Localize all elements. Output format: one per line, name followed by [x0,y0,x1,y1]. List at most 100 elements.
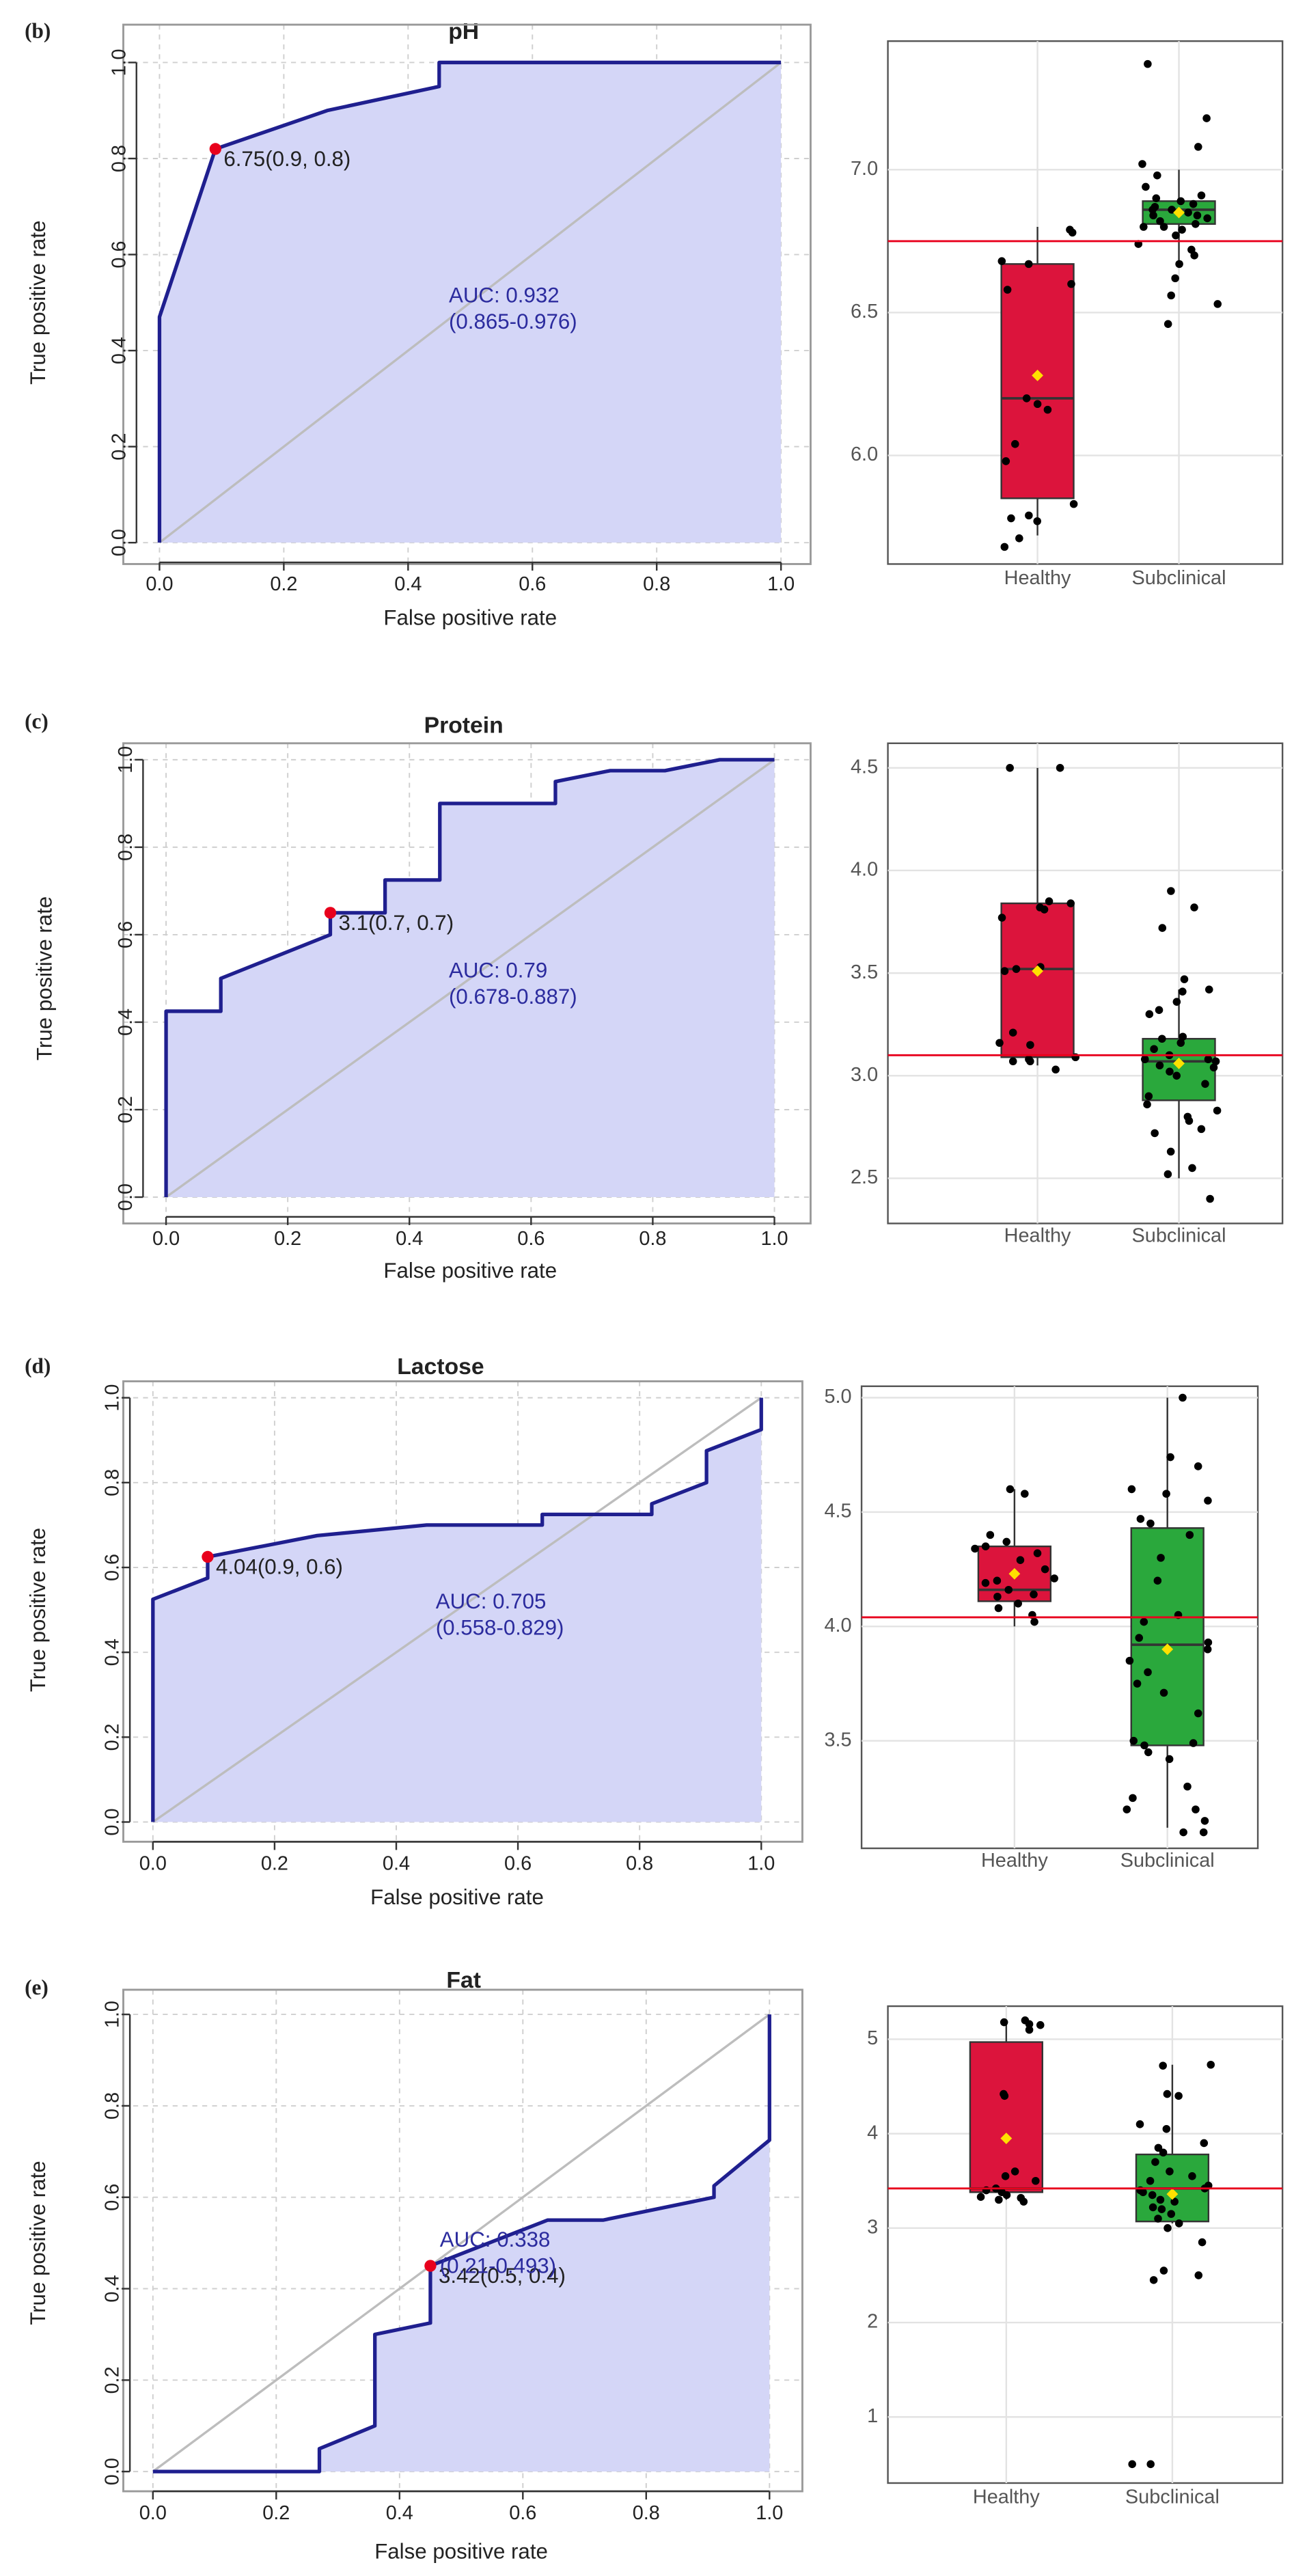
subclinical-data-point [1145,1010,1154,1018]
subclinical-data-point [1190,903,1198,912]
subclinical-data-point [1158,1034,1166,1043]
y-tick-label: 1.0 [108,49,130,76]
healthy-data-point [971,1544,979,1553]
healthy-data-point [1000,543,1009,551]
subclinical-data-point [1188,1164,1196,1173]
y-tick-label: 6.0 [851,443,878,465]
y-tick-label: 2 [867,2311,878,2333]
subclinical-data-point [1176,197,1185,206]
auc-ci-label: (0.865-0.976) [449,310,577,333]
subclinical-data-point [1185,1531,1194,1539]
cutoff-point [424,2260,437,2272]
subclinical-data-point [1156,2195,1165,2204]
cutoff-point [324,907,337,919]
subclinical-data-point [1157,1554,1165,1562]
x-tick-label: 0.2 [270,573,297,595]
subclinical-data-point [1159,1688,1168,1697]
healthy-data-point [1003,286,1012,294]
healthy-data-point [994,1604,1003,1613]
subclinical-data-point [1170,2197,1179,2206]
healthy-data-point [1000,2018,1008,2027]
y-tick-label: 1.0 [115,746,137,773]
subclinical-data-point [1129,1794,1137,1803]
healthy-data-point [1010,2167,1019,2176]
panel-label: (d) [25,1354,51,1378]
healthy-data-point [1012,965,1021,973]
y-axis-label: True positive rate [26,1528,50,1692]
roc-panel-ph: (b) pH 0.0 0.2 0.4 0.6 0.8 1.0 0.0 0.2 0.4 0.6 0.8 1.… [25,18,812,630]
subclinical-data-point [1154,2143,1163,2152]
healthy-data-point [1036,2020,1045,2029]
subclinical-data-point [1190,251,1198,260]
x-tick-label: 0.6 [504,1852,532,1874]
subclinical-data-point [1135,2120,1144,2128]
x-tick-label: 1.0 [760,1228,788,1250]
healthy-data-point [1056,764,1064,772]
subclinical-mean-marker [1161,1643,1174,1656]
subclinical-data-point [1148,2191,1157,2200]
x-tick-label: 0.2 [261,1852,288,1874]
chart-title: Protein [424,713,504,739]
subclinical-data-point [1189,1739,1198,1747]
subclinical-data-point [1174,2092,1183,2100]
y-tick-label: 0.2 [108,433,130,461]
healthy-data-point [976,2193,985,2202]
subclinical-data-point [1140,1741,1148,1750]
healthy-data-point [1008,1057,1017,1066]
subclinical-data-point [1164,2224,1172,2232]
subclinical-data-point [1207,2060,1215,2069]
subclinical-data-point [1204,1496,1212,1505]
subclinical-data-point [1183,1782,1192,1791]
subclinical-data-point [1179,987,1187,996]
subclinical-data-point [1158,924,1167,932]
healthy-data-point [1069,499,1078,508]
subclinical-data-point [1153,171,1161,180]
y-tick-label: 0.8 [115,834,137,861]
y-tick-label: 4.5 [824,1501,851,1522]
subclinical-data-point [1144,59,1152,68]
chance-diagonal [152,2013,771,2473]
healthy-data-point [997,257,1006,265]
y-tick-label: 1.0 [102,1384,124,1412]
subclinical-data-point [1156,217,1164,225]
subclinical-data-point [1166,1067,1174,1076]
y-tick-label: 4.0 [824,1615,851,1636]
subclinical-data-point [1162,1490,1170,1498]
plot-frame [122,23,812,565]
subclinical-data-point [1125,1656,1134,1665]
auc-label: AUC: 0.338 [440,2228,551,2251]
healthy-data-point [993,1576,1002,1585]
y-tick-label: 4.0 [851,859,878,881]
subclinical-data-point [1144,1092,1153,1101]
cutoff-label: 3.1(0.7, 0.7) [339,911,454,935]
subclinical-data-point [1133,1680,1142,1688]
y-tick-label: 7.0 [851,158,878,180]
y-axis-label: True positive rate [26,221,50,385]
x-tick-label: 1.0 [767,573,795,595]
subclinical-data-point [1184,208,1192,217]
subclinical-data-point [1197,191,1206,200]
chart-title: pH [448,19,479,44]
x-tick-label: 1.0 [756,2502,783,2524]
healthy-data-point [1030,1617,1038,1626]
healthy-data-point [1026,1057,1034,1066]
y-tick-label: 6.5 [851,301,878,323]
subclinical-data-point [1194,1709,1202,1718]
subclinical-data-point [1197,1125,1206,1134]
subclinical-data-point [1194,2271,1203,2279]
healthy-data-point [997,914,1006,922]
healthy-data-point [1050,1574,1058,1582]
y-tick-label: 4.5 [851,756,878,778]
x-tick-label: 0.0 [152,1228,180,1250]
y-tick-label: 0.8 [108,145,130,172]
healthy-data-point [1006,764,1014,772]
subclinical-data-point [1123,1805,1131,1813]
y-tick-label: 3.5 [824,1729,851,1751]
healthy-data-point [1025,511,1033,520]
subclinical-data-point [1140,1617,1148,1626]
y-tick-label: 0.0 [102,1808,124,1835]
subclinical-data-point [1165,1755,1174,1764]
auc-label: AUC: 0.932 [449,283,560,307]
chart-title: Lactose [397,1354,484,1380]
x-tick-label: 0.4 [396,1228,423,1250]
